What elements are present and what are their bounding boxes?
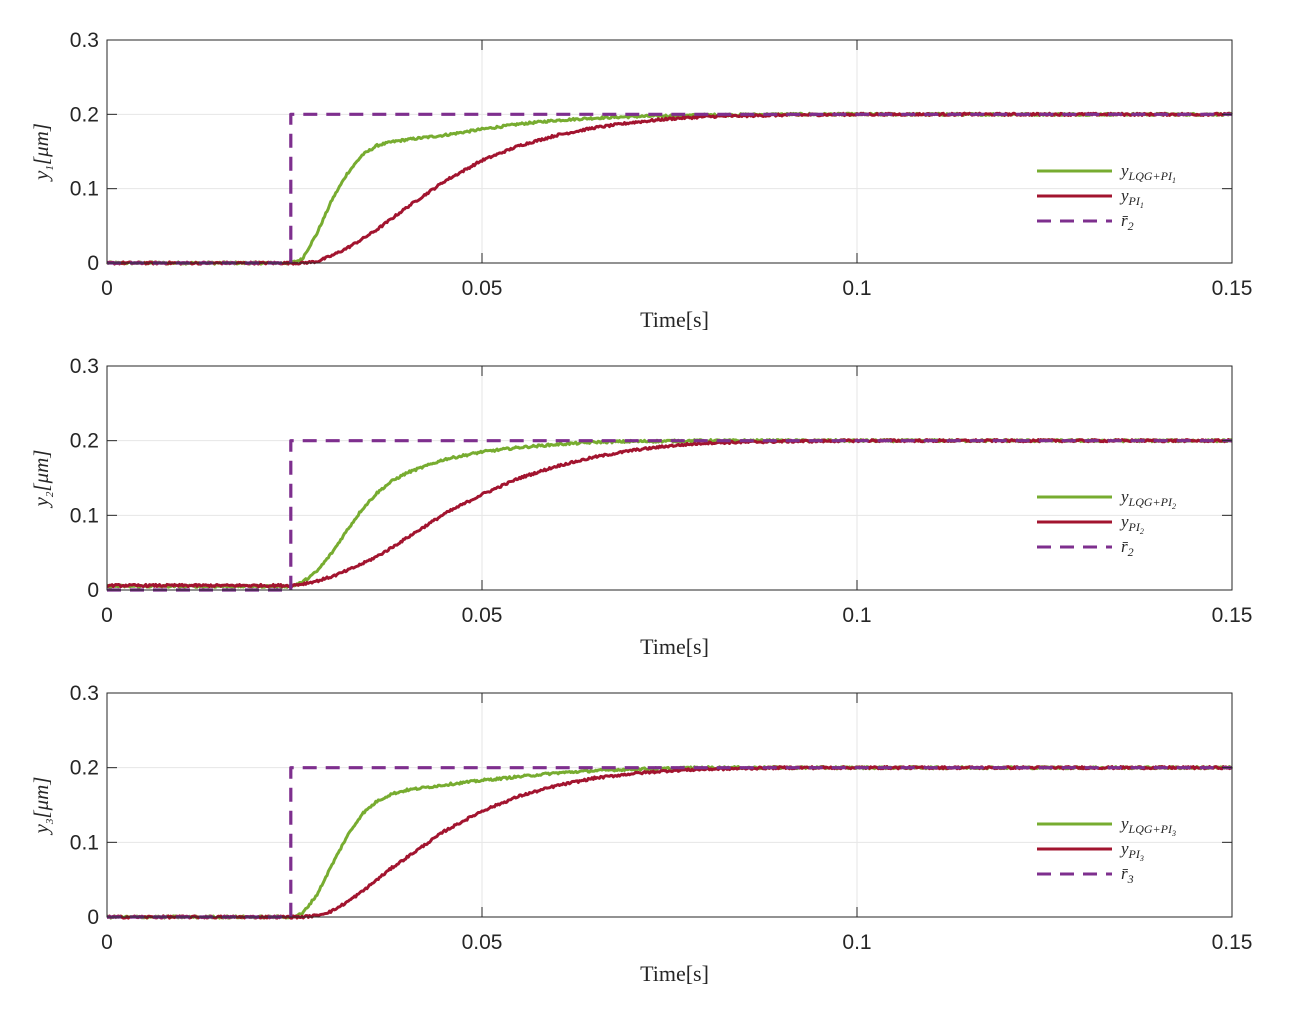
x-tick-label: 0.05 [462, 277, 503, 300]
x-axis-label: Time[s] [640, 961, 709, 986]
x-axis-label: Time[s] [640, 634, 709, 659]
y-tick-label: 0 [87, 252, 99, 275]
y-tick-label: 0.2 [70, 103, 99, 126]
x-axis-label: Time[s] [640, 307, 709, 332]
x-tick-label: 0.05 [462, 931, 503, 954]
legend-label-1: yLQG+PI1 [1119, 161, 1176, 185]
legend-label-2: yPI1 [1119, 186, 1144, 210]
y-tick-label: 0.3 [70, 355, 99, 378]
axis-box [106, 692, 1233, 918]
y-tick-label: 0.2 [70, 757, 99, 780]
x-tick-label: 0 [101, 277, 113, 300]
y-tick-label: 0.2 [70, 430, 99, 453]
x-tick-label: 0.05 [462, 604, 503, 627]
legend-label-2: yPI2 [1119, 512, 1144, 536]
y-axis-label: y1[μm] [29, 123, 56, 182]
y-tick-label: 0 [87, 906, 99, 929]
x-tick-label: 0.15 [1212, 277, 1253, 300]
y-axis-label: y3[μm] [29, 777, 56, 836]
plot-area [107, 40, 1232, 263]
y-tick-label: 0.1 [70, 178, 99, 201]
y-tick-label: 0.3 [70, 682, 99, 705]
x-tick-label: 0.15 [1212, 604, 1253, 627]
subplot-1: 0 0.05 0.1 0.15 0 0.1 0.2 0.3 Time[s] y1[μm] yLQG+… [29, 29, 1252, 332]
x-tick-label: 0.1 [842, 604, 871, 627]
series-line-3 [107, 112, 1232, 265]
legend-label-3: r̄3 [1121, 864, 1134, 886]
series-line-3 [107, 439, 1232, 592]
legend-label-1: yLQG+PI2 [1119, 487, 1176, 511]
x-tick-label: 0.15 [1212, 931, 1253, 954]
y-tick-label: 0.1 [70, 504, 99, 527]
x-tick-label: 0 [101, 931, 113, 954]
axis-box [106, 365, 1233, 591]
x-tick-label: 0.1 [842, 277, 871, 300]
y-tick-label: 0 [87, 579, 99, 602]
x-tick-label: 0.1 [842, 931, 871, 954]
subplot-3: 0 0.05 0.1 0.15 0 0.1 0.2 0.3 Time[s] y3[μm] yLQG+… [29, 682, 1252, 986]
legend-label-2: yPI3 [1119, 839, 1144, 863]
subplot-2: 0 0.05 0.1 0.15 0 0.1 0.2 0.3 Time[s] y2[μm] yLQG+… [29, 355, 1252, 659]
axis-box [106, 39, 1233, 264]
y-tick-label: 0.3 [70, 29, 99, 52]
y-tick-label: 0.1 [70, 831, 99, 854]
y-axis-label: y2[μm] [29, 450, 56, 509]
series-line-3 [107, 766, 1232, 919]
plot-area [107, 366, 1232, 590]
x-tick-label: 0 [101, 604, 113, 627]
legend-label-1: yLQG+PI3 [1119, 814, 1176, 838]
legend-label-3: r̄2 [1121, 537, 1134, 559]
legend-label-3: r̄2 [1121, 211, 1134, 233]
plot-area [107, 693, 1232, 917]
